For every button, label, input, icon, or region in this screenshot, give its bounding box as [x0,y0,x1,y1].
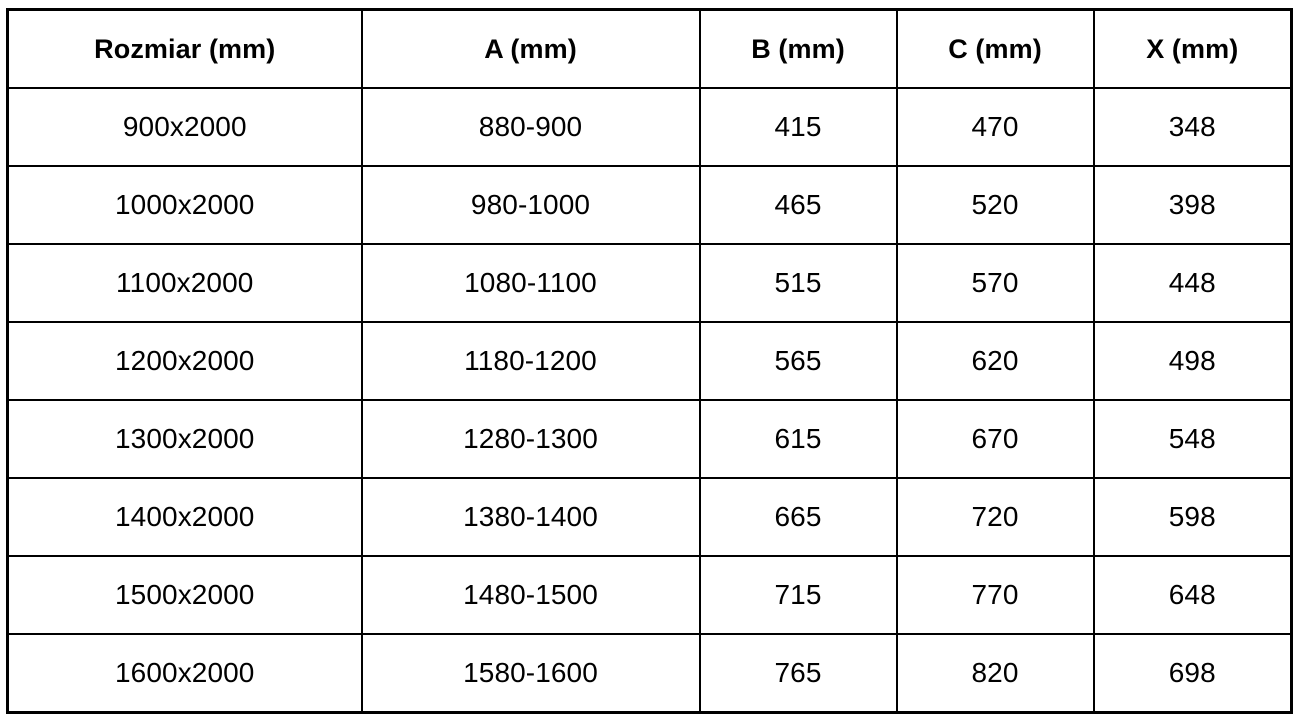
cell-size: 1200x2000 [6,321,363,401]
column-header-b: B (mm) [698,8,898,89]
cell-size: 1100x2000 [6,243,363,323]
cell-x: 648 [1092,555,1293,635]
cell-a: 1380-1400 [360,477,701,557]
cell-c: 470 [895,87,1095,167]
cell-x: 448 [1092,243,1293,323]
table-header: Rozmiar (mm) A (mm) B (mm) C (mm) X (mm) [6,8,1293,89]
cell-size: 1500x2000 [6,555,363,635]
cell-b: 565 [698,321,898,401]
cell-b: 715 [698,555,898,635]
cell-size: 1600x2000 [6,633,363,714]
cell-size: 1300x2000 [6,399,363,479]
cell-c: 670 [895,399,1095,479]
cell-c: 770 [895,555,1095,635]
table-row: 1200x2000 1180-1200 565 620 498 [6,321,1293,401]
cell-x: 498 [1092,321,1293,401]
cell-size: 1000x2000 [6,165,363,245]
cell-x: 348 [1092,87,1293,167]
cell-a: 880-900 [360,87,701,167]
cell-b: 615 [698,399,898,479]
table-row: 1300x2000 1280-1300 615 670 548 [6,399,1293,479]
table-row: 1400x2000 1380-1400 665 720 598 [6,477,1293,557]
cell-a: 980-1000 [360,165,701,245]
cell-c: 720 [895,477,1095,557]
cell-size: 900x2000 [6,87,363,167]
cell-x: 548 [1092,399,1293,479]
cell-x: 598 [1092,477,1293,557]
table-row: 1100x2000 1080-1100 515 570 448 [6,243,1293,323]
table-row: 900x2000 880-900 415 470 348 [6,87,1293,167]
table-row: 1500x2000 1480-1500 715 770 648 [6,555,1293,635]
cell-a: 1180-1200 [360,321,701,401]
table-row: 1600x2000 1580-1600 765 820 698 [6,633,1293,714]
cell-b: 415 [698,87,898,167]
cell-a: 1480-1500 [360,555,701,635]
cell-a: 1080-1100 [360,243,701,323]
column-header-c: C (mm) [895,8,1095,89]
cell-c: 620 [895,321,1095,401]
table-body: 900x2000 880-900 415 470 348 1000x2000 9… [6,87,1293,714]
cell-c: 570 [895,243,1095,323]
column-header-a: A (mm) [360,8,701,89]
cell-c: 520 [895,165,1095,245]
cell-c: 820 [895,633,1095,714]
cell-b: 515 [698,243,898,323]
cell-x: 698 [1092,633,1293,714]
cell-size: 1400x2000 [6,477,363,557]
cell-a: 1580-1600 [360,633,701,714]
column-header-x: X (mm) [1092,8,1293,89]
dimension-spec-table: Rozmiar (mm) A (mm) B (mm) C (mm) X (mm)… [6,8,1293,714]
table-header-row: Rozmiar (mm) A (mm) B (mm) C (mm) X (mm) [6,8,1293,89]
cell-b: 665 [698,477,898,557]
table-row: 1000x2000 980-1000 465 520 398 [6,165,1293,245]
cell-b: 765 [698,633,898,714]
cell-x: 398 [1092,165,1293,245]
column-header-size: Rozmiar (mm) [6,8,363,89]
cell-a: 1280-1300 [360,399,701,479]
cell-b: 465 [698,165,898,245]
